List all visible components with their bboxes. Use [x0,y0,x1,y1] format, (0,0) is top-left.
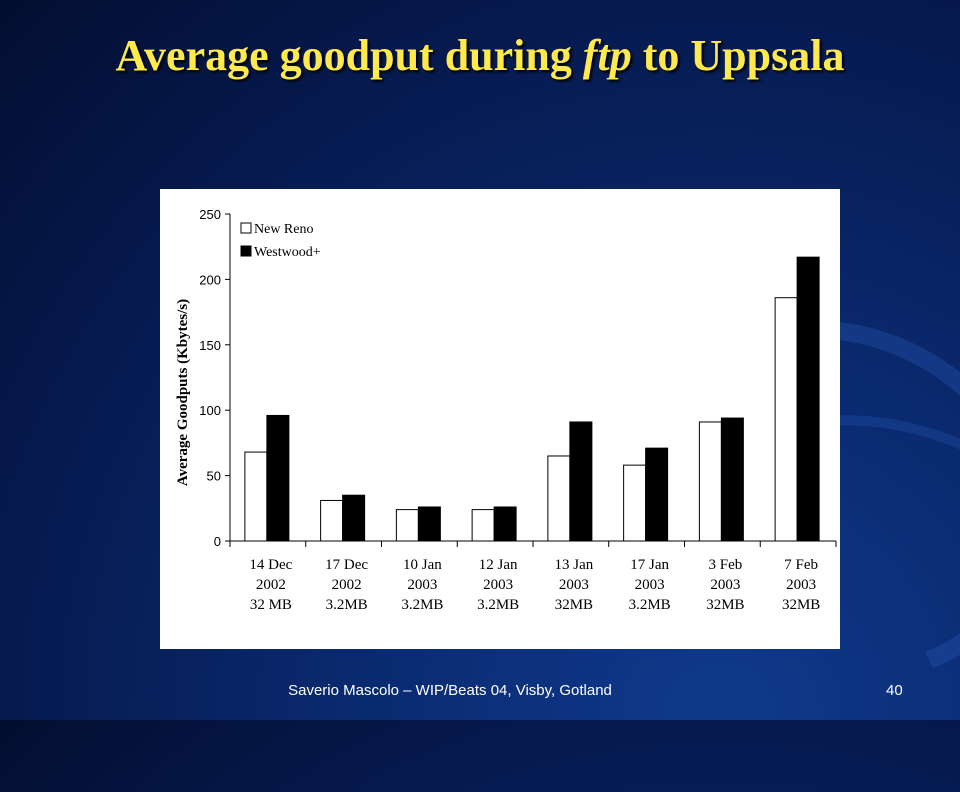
bar-new-reno [320,499,344,542]
bar-new-reno [395,509,419,542]
y-tick-label: 250 [199,207,221,222]
x-tick-label: 32 MB [250,597,292,613]
y-tick-label: 200 [199,272,221,287]
x-tick-label: 32MB [782,597,820,613]
x-tick-label: 3 Feb [709,557,743,573]
x-tick-label: 2003 [786,577,816,593]
bar-westwood- [417,506,441,542]
legend-swatch [240,222,252,234]
bar-new-reno [547,455,571,542]
bar-westwood- [569,421,593,542]
x-tick-label: 10 Jan [403,557,442,573]
legend-label: Westwood+ [254,245,321,260]
bar-new-reno [698,421,722,542]
bar-westwood- [342,494,366,542]
legend-label: New Reno [254,222,314,237]
x-tick-label: 32MB [555,597,593,613]
x-tick-label: 2003 [483,577,513,593]
y-axis-title: Average Goodputs (Kbytes/s) [175,299,191,486]
bar-westwood- [645,447,669,542]
x-tick-label: 3.2MB [326,597,368,613]
x-tick-label: 17 Dec [325,557,368,573]
x-tick-label: 3.2MB [401,597,443,613]
title-italic: ftp [582,31,632,80]
x-tick-label: 12 Jan [479,557,518,573]
y-tick-label: 150 [199,338,221,353]
x-tick-label: 14 Dec [249,557,292,573]
page-number: 40 [886,682,903,699]
bar-westwood- [493,506,517,542]
x-tick-label: 17 Jan [630,557,669,573]
bar-westwood- [720,417,744,542]
x-tick-label: 2003 [559,577,589,593]
x-tick-label: 13 Jan [555,557,594,573]
bar-westwood- [266,414,290,542]
bar-new-reno [774,297,798,542]
y-tick-label: 50 [207,469,221,484]
x-tick-label: 7 Feb [784,557,818,573]
bar-new-reno [244,451,268,542]
x-tick-label: 32MB [706,597,744,613]
bar-new-reno [623,464,647,542]
title-suffix: to Uppsala [631,31,845,80]
bar-westwood- [796,256,820,542]
chart-panel: 0 50 100 150 200 250 Average Goodputs (Kbytes/… [160,189,840,649]
x-tick-label: 2003 [710,577,740,593]
x-tick-label: 3.2MB [477,597,519,613]
slide-title: Average goodput during ftp to Uppsala [0,30,960,82]
legend-swatch [240,245,252,257]
title-prefix: Average goodput during [115,31,583,80]
x-tick-label: 2002 [332,577,362,593]
y-tick-label: 0 [214,534,221,549]
x-tick-label: 2003 [407,577,437,593]
x-tick-label: 2003 [635,577,665,593]
y-tick-label: 100 [199,403,221,418]
goodput-bar-chart: 0 50 100 150 200 250 Average Goodputs (Kbytes/… [175,207,837,613]
x-tick-label: 2002 [256,577,286,593]
footer-text: Saverio Mascolo – WIP/Beats 04, Visby, G… [288,682,612,699]
x-tick-label: 3.2MB [629,597,671,613]
bar-new-reno [471,509,495,542]
